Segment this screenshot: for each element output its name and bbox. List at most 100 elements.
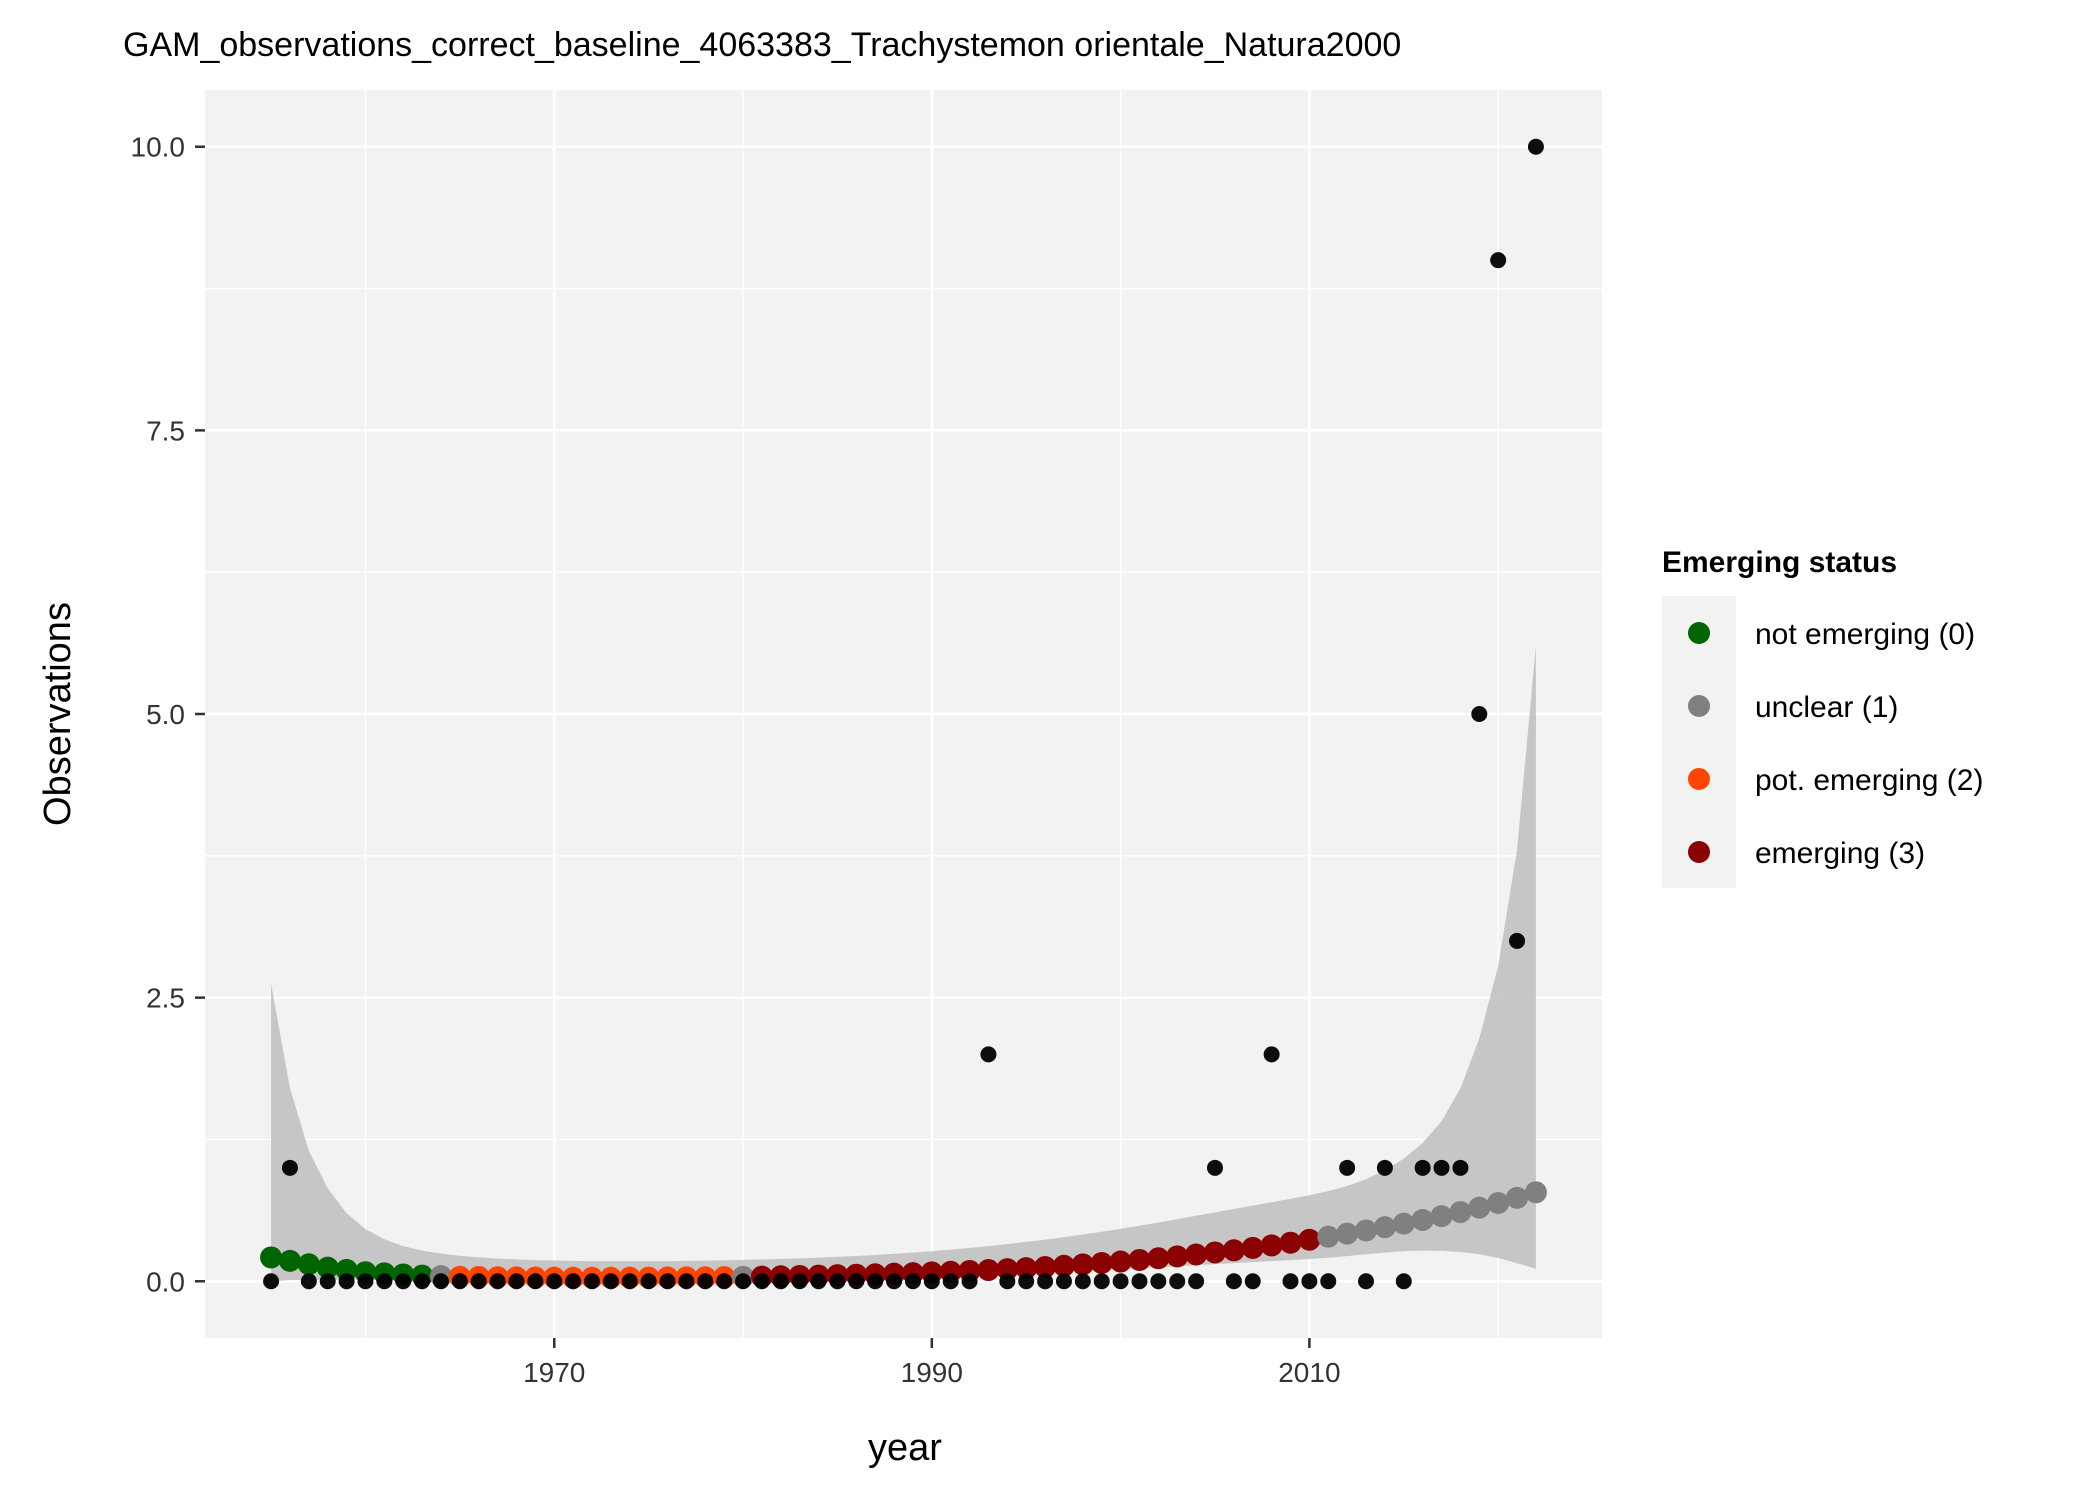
fitted-point	[1373, 1216, 1396, 1239]
legend-title: Emerging status	[1662, 546, 1897, 579]
legend-key	[1688, 695, 1710, 717]
observation-point	[1527, 138, 1544, 155]
observation-point	[1244, 1273, 1261, 1290]
observation-point	[621, 1273, 638, 1290]
observation-point	[319, 1273, 336, 1290]
observation-point	[584, 1273, 601, 1290]
observation-point	[376, 1273, 393, 1290]
fitted-point	[1128, 1248, 1151, 1271]
fitted-point	[1166, 1245, 1189, 1268]
y-tick-label: 10.0	[131, 132, 186, 163]
fitted-point	[1109, 1250, 1132, 1273]
observation-point	[1093, 1273, 1110, 1290]
observation-point	[338, 1273, 355, 1290]
observation-point	[980, 1046, 997, 1063]
observation-point	[923, 1273, 940, 1290]
fitted-point	[316, 1256, 339, 1279]
fitted-point	[1052, 1254, 1075, 1277]
fitted-point	[335, 1258, 358, 1281]
observation-point	[1112, 1273, 1129, 1290]
x-tick-label: 1990	[901, 1357, 963, 1388]
fitted-point	[1090, 1252, 1113, 1275]
fitted-point	[1147, 1247, 1170, 1270]
observation-point	[886, 1273, 903, 1290]
legend: Emerging status not emerging (0) unclear …	[1662, 546, 1983, 888]
observation-point	[1339, 1159, 1356, 1176]
observation-point	[697, 1273, 714, 1290]
chart-title: GAM_observations_correct_baseline_406338…	[123, 26, 1401, 64]
observation-point	[848, 1273, 865, 1290]
observation-point	[565, 1273, 582, 1290]
fitted-point	[1430, 1205, 1453, 1228]
legend-label: not emerging (0)	[1755, 618, 1975, 651]
fitted-point	[278, 1249, 301, 1272]
observation-point	[1509, 932, 1526, 949]
observation-point	[1471, 706, 1488, 722]
observation-point	[1320, 1273, 1337, 1290]
observation-point	[735, 1273, 752, 1290]
legend-label: emerging (3)	[1755, 837, 1925, 870]
fitted-point	[1298, 1228, 1321, 1251]
observation-point	[1414, 1159, 1431, 1176]
fitted-point	[1336, 1222, 1359, 1245]
fitted-point	[260, 1246, 283, 1269]
observation-point	[1263, 1046, 1280, 1063]
observation-point	[772, 1273, 789, 1290]
observation-point	[432, 1273, 449, 1290]
fitted-point	[977, 1259, 1000, 1282]
y-axis: 0.0 2.5 5.0 7.5 10.0	[131, 132, 205, 1297]
fitted-point	[1411, 1209, 1434, 1232]
fitted-point	[1487, 1191, 1510, 1214]
observation-point	[1018, 1273, 1035, 1290]
y-tick-label: 5.0	[146, 699, 185, 730]
x-tick-label: 2010	[1278, 1357, 1340, 1388]
y-tick-label: 7.5	[146, 415, 185, 446]
x-axis-title: year	[868, 1427, 942, 1469]
observation-point	[1376, 1159, 1393, 1176]
y-tick-label: 2.5	[146, 983, 185, 1014]
observation-point	[489, 1273, 506, 1290]
fitted-point	[1524, 1181, 1547, 1204]
observation-point	[1150, 1273, 1167, 1290]
observation-point	[1206, 1159, 1223, 1176]
observation-point	[414, 1273, 431, 1290]
observation-point	[1452, 1159, 1469, 1176]
y-tick-label: 0.0	[146, 1266, 185, 1297]
observation-point	[942, 1273, 959, 1290]
observation-point	[1490, 252, 1507, 269]
y-axis-title: Observations	[37, 602, 79, 826]
fitted-point	[1185, 1243, 1208, 1266]
observation-point	[1188, 1273, 1205, 1290]
observation-point	[753, 1273, 770, 1290]
observation-point	[395, 1273, 412, 1290]
observation-point	[999, 1273, 1016, 1290]
observation-point	[867, 1273, 884, 1290]
fitted-point	[1222, 1239, 1245, 1262]
observation-point	[1433, 1159, 1450, 1176]
fitted-point	[1468, 1196, 1491, 1219]
observation-point	[546, 1273, 563, 1290]
observation-point	[357, 1273, 374, 1290]
x-tick-label: 1970	[523, 1357, 585, 1388]
legend-key-background	[1662, 596, 1736, 888]
observation-point	[640, 1273, 657, 1290]
fitted-point	[1392, 1212, 1415, 1235]
observation-point	[527, 1273, 544, 1290]
observation-points-layer	[263, 138, 1544, 1290]
fitted-point	[1034, 1255, 1057, 1278]
fitted-point	[1449, 1201, 1472, 1224]
legend-label: unclear (1)	[1755, 691, 1898, 724]
observation-point	[1358, 1273, 1375, 1290]
observation-point	[1037, 1273, 1054, 1290]
fitted-point	[1355, 1219, 1378, 1242]
observation-point	[300, 1273, 317, 1290]
legend-key	[1688, 768, 1710, 790]
x-axis: 1970 1990 2010	[523, 1338, 1341, 1388]
observation-point	[1055, 1273, 1072, 1290]
observation-point	[508, 1273, 525, 1290]
observation-point	[1301, 1273, 1318, 1290]
observation-point	[470, 1273, 487, 1290]
legend-label: pot. emerging (2)	[1755, 764, 1983, 797]
observation-point	[451, 1273, 468, 1290]
